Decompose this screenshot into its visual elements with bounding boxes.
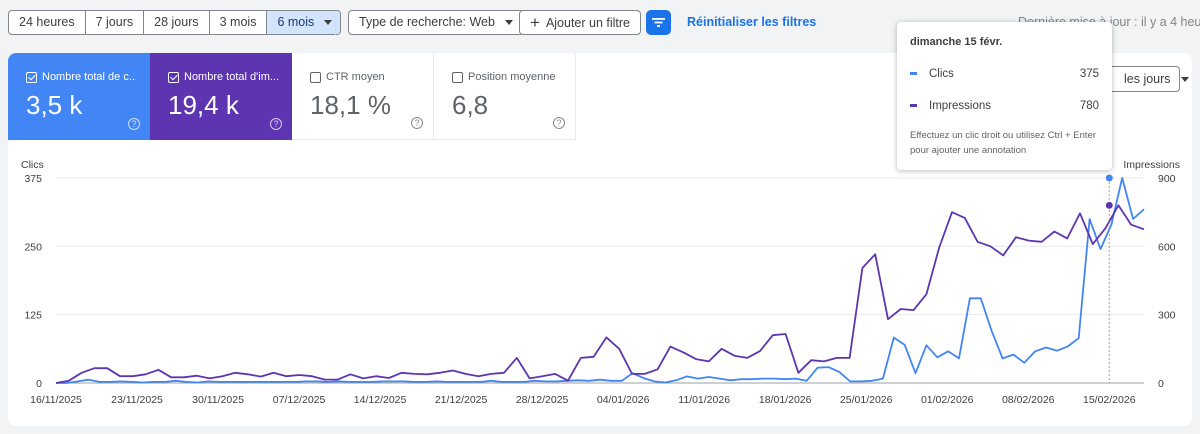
x-tick-label: 04/01/2026 [597, 394, 650, 406]
range-7-days[interactable]: 7 jours [86, 11, 145, 34]
x-tick-label: 18/01/2026 [759, 394, 812, 406]
range-3-months[interactable]: 3 mois [210, 11, 268, 34]
y-tick-right: 300 [1158, 310, 1176, 322]
divider [335, 11, 336, 35]
add-filter-label: Ajouter un filtre [545, 16, 631, 30]
help-icon[interactable]: ? [270, 118, 282, 130]
clicks-hover-point [1105, 174, 1113, 182]
y-tick-left: 250 [24, 241, 42, 253]
toolbar: 24 heures 7 jours 28 jours 3 mois 6 mois… [0, 0, 1200, 46]
search-type-dropdown[interactable]: Type de recherche: Web [348, 10, 524, 35]
tooltip-clicks-value: 375 [1079, 68, 1099, 80]
x-tick-label: 07/12/2025 [273, 394, 326, 406]
search-type-label: Type de recherche: Web [359, 15, 495, 29]
y-axis-right-title: Impressions [1123, 159, 1180, 171]
x-tick-label: 30/11/2025 [192, 394, 244, 406]
metric-label: Position moyenne [468, 71, 556, 83]
clicks-swatch [910, 72, 917, 76]
help-icon[interactable]: ? [553, 117, 565, 129]
metric-average-ctr[interactable]: CTR moyen 18,1 % ? [292, 53, 434, 140]
metric-value: 6,8 [452, 90, 489, 120]
tooltip-annotation-hint: Effectuez un clic droit ou utilisez Ctrl… [910, 128, 1100, 158]
metric-label: CTR moyen [326, 71, 385, 83]
metric-average-position[interactable]: Position moyenne 6,8 ? [434, 53, 576, 140]
x-tick-label: 25/01/2026 [840, 394, 893, 406]
x-tick-label: 16/11/2025 [30, 394, 82, 406]
range-28-days[interactable]: 28 jours [144, 11, 210, 34]
tooltip-impressions-value: 780 [1079, 100, 1099, 112]
checkbox-unchecked-icon[interactable] [452, 71, 463, 83]
tooltip-note-line-1: Effectuez un clic droit ou utilisez Ctrl… [910, 130, 1096, 141]
filter-list-icon [652, 18, 665, 27]
range-24-hours[interactable]: 24 heures [9, 11, 86, 34]
y-tick-right: 600 [1158, 241, 1176, 253]
impressions-swatch [910, 104, 917, 108]
y-tick-left: 0 [36, 378, 42, 390]
checkbox-unchecked-icon[interactable] [310, 71, 321, 83]
granularity-dropdown[interactable]: les jours [1108, 66, 1189, 92]
checkbox-checked-icon[interactable] [168, 71, 179, 83]
x-tick-label: 08/02/2026 [1002, 394, 1055, 406]
metric-label: Nombre total de c... [42, 71, 136, 83]
range-6-months-label: 6 mois [277, 15, 315, 29]
tooltip-row-impressions: Impressions 780 [910, 92, 1100, 120]
impressions-hover-point [1105, 201, 1113, 209]
metric-total-impressions[interactable]: Nombre total d'im... 19,4 k ? [150, 53, 292, 140]
tooltip-date: dimanche 15 févr. [910, 36, 1003, 48]
y-tick-right: 0 [1158, 378, 1164, 390]
tooltip-impressions-label: Impressions [929, 100, 991, 112]
y-tick-left: 375 [24, 173, 42, 185]
y-tick-right: 900 [1158, 173, 1176, 185]
clicks-series-line [56, 177, 1145, 384]
chevron-down-icon [504, 20, 513, 26]
x-tick-label: 28/12/2025 [516, 394, 569, 406]
x-tick-label: 23/11/2025 [111, 394, 163, 406]
help-icon[interactable]: ? [128, 118, 140, 130]
checkbox-checked-icon[interactable] [26, 71, 37, 83]
impressions-series-line [55, 204, 1145, 384]
y-axis-left-title: Clics [21, 159, 44, 171]
range-6-months[interactable]: 6 mois [267, 11, 341, 34]
metric-value: 19,4 k [168, 90, 239, 120]
metric-label: Nombre total d'im... [184, 71, 278, 83]
filter-settings-button[interactable] [646, 10, 671, 35]
y-tick-left: 125 [24, 310, 42, 322]
tooltip-clicks-label: Clics [929, 68, 954, 80]
reset-filters-link[interactable]: Réinitialiser les filtres [687, 15, 817, 29]
metric-value: 3,5 k [26, 90, 83, 120]
granularity-label: les jours [1124, 72, 1171, 86]
date-range-selector: 24 heures 7 jours 28 jours 3 mois 6 mois [8, 10, 342, 35]
x-tick-label: 01/02/2026 [921, 394, 974, 406]
x-tick-label: 21/12/2025 [435, 394, 488, 406]
chevron-down-icon [1180, 77, 1189, 83]
help-icon[interactable]: ? [411, 117, 423, 129]
plus-icon: + [530, 13, 540, 32]
metric-value: 18,1 % [310, 90, 391, 120]
x-tick-label: 14/12/2025 [354, 394, 407, 406]
x-tick-label: 11/01/2026 [678, 394, 730, 406]
metric-total-clicks[interactable]: Nombre total de c... 3,5 k ? [8, 53, 150, 140]
tooltip-row-clicks: Clics 375 [910, 60, 1100, 88]
chart-tooltip: dimanche 15 févr. Clics 375 Impressions … [897, 22, 1112, 170]
x-tick-label: 15/02/2026 [1083, 394, 1136, 406]
chevron-down-icon [324, 20, 333, 26]
add-filter-button[interactable]: + Ajouter un filtre [519, 10, 642, 35]
tooltip-note-line-2: pour ajouter une annotation [910, 145, 1027, 156]
